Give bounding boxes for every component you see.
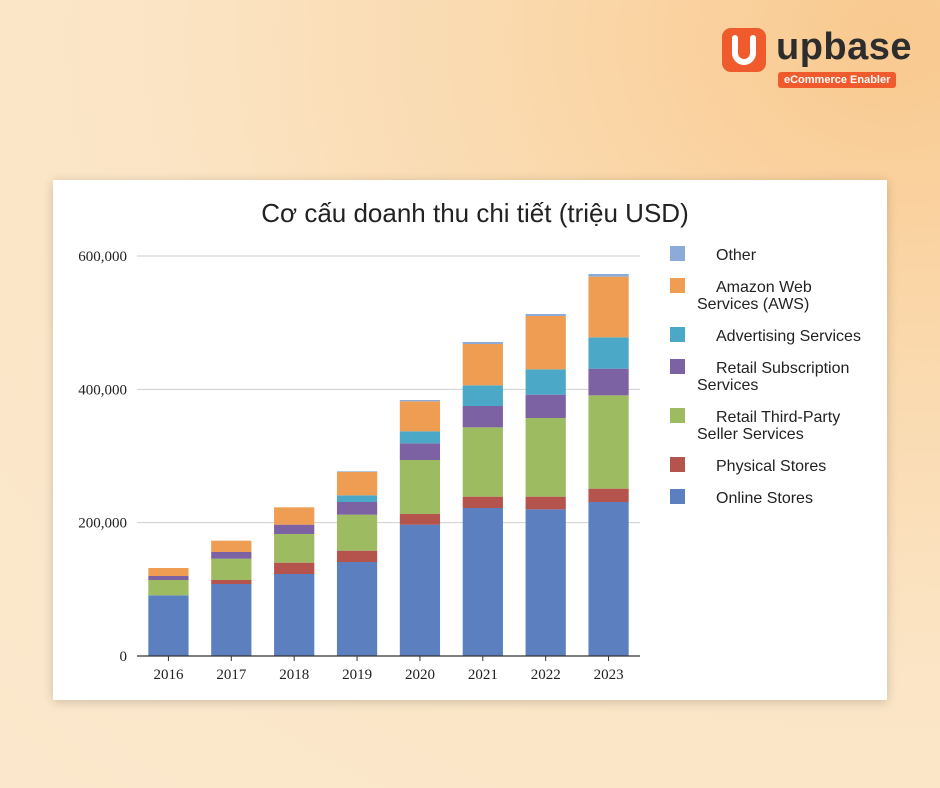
legend-item: Other	[670, 246, 757, 264]
legend-swatch	[670, 457, 685, 472]
legend-label: Physical Stores	[716, 458, 826, 475]
bar-segment	[525, 369, 566, 395]
x-tick-label: 2020	[405, 667, 435, 683]
bar-segment	[148, 576, 189, 580]
legend-swatch	[670, 278, 685, 293]
bar-segment	[462, 342, 503, 344]
bar-segment	[525, 496, 566, 510]
bar-segment	[274, 562, 315, 574]
legend-label: Amazon Web Services (AWS)	[697, 279, 812, 313]
bar-segment	[399, 401, 441, 432]
x-tick-label: 2019	[342, 667, 372, 683]
x-tick-label: 2021	[468, 667, 498, 683]
bar-segment	[211, 580, 252, 584]
legend-item: Amazon Web Services (AWS)	[670, 278, 812, 313]
bar-segment	[148, 568, 189, 576]
y-tick-label: 600,000	[78, 249, 127, 265]
brand-tagline: eCommerce Enabler	[778, 72, 897, 88]
bar-segment	[588, 502, 629, 656]
x-tick-label: 2017	[216, 667, 247, 683]
bar-segment	[148, 580, 189, 596]
bar-segment	[336, 495, 378, 502]
bar-segment	[336, 562, 378, 656]
y-tick-label: 400,000	[78, 382, 127, 398]
bar-segment	[211, 552, 252, 559]
bar-segment	[462, 427, 503, 497]
legend-item: Retail Subscription Services	[670, 359, 849, 394]
bar-segment	[399, 524, 441, 656]
bar-segment	[462, 344, 503, 386]
brand-logo: upbase eCommerce Enabler	[722, 26, 912, 92]
legend-swatch	[670, 327, 685, 342]
bar-segment	[336, 502, 378, 515]
bar-segment	[399, 400, 441, 402]
chart-title: Cơ cấu doanh thu chi tiết (triệu USD)	[261, 198, 688, 228]
legend-label: Other	[716, 247, 757, 264]
legend-item: Advertising Services	[670, 327, 861, 345]
bar-segment	[588, 488, 629, 502]
bar-segment	[274, 507, 315, 525]
bar-segment	[525, 316, 566, 370]
bar-segment	[588, 368, 629, 396]
bar-segment	[211, 584, 252, 656]
bar-segment	[274, 574, 315, 656]
brand-mark-icon	[722, 28, 766, 72]
bar-segment	[336, 550, 378, 562]
legend-label: Retail Subscription Services	[697, 360, 849, 394]
legend-item: Physical Stores	[670, 457, 826, 475]
bar-segment	[525, 509, 566, 656]
bar-segment	[336, 471, 378, 472]
bar-segment	[336, 472, 378, 496]
chart-card: Cơ cấu doanh thu chi tiết (triệu USD) 0 2…	[53, 180, 887, 700]
bar-segment	[588, 274, 629, 277]
bar-segment	[211, 540, 252, 552]
x-tick-label: 2022	[531, 667, 561, 683]
y-tick-label: 0	[120, 649, 128, 665]
bar-segment	[211, 558, 252, 580]
bar-segment	[274, 534, 315, 563]
x-tick-label: 2018	[279, 667, 309, 683]
bar-segment	[336, 514, 378, 551]
legend-label: Retail Third-Party Seller Services	[697, 409, 840, 443]
bar-segment	[399, 460, 441, 514]
bar-segment	[525, 314, 566, 316]
bar-segment	[399, 443, 441, 460]
legend-item: Retail Third-Party Seller Services	[670, 408, 840, 443]
bar-segment	[462, 385, 503, 406]
legend-swatch	[670, 359, 685, 374]
bar-segment	[588, 337, 629, 369]
bar-segment	[525, 394, 566, 418]
revenue-chart: Cơ cấu doanh thu chi tiết (triệu USD) 0 2…	[78, 198, 861, 683]
bar-segment	[148, 595, 189, 656]
bar-segment	[274, 524, 315, 534]
bar-segment	[525, 418, 566, 497]
brand-name: upbase	[776, 26, 913, 68]
legend-label: Advertising Services	[716, 328, 861, 345]
x-tick-label: 2023	[594, 667, 624, 683]
y-tick-label: 200,000	[78, 516, 127, 532]
bar-segment	[588, 395, 629, 489]
bar-segment	[588, 276, 629, 338]
legend-swatch	[670, 408, 685, 423]
legend-swatch	[670, 246, 685, 261]
bar-segment	[399, 514, 441, 525]
bar-segment	[399, 431, 441, 444]
bar-segment	[462, 508, 503, 656]
bar-segment	[462, 406, 503, 428]
legend-swatch	[670, 489, 685, 504]
x-tick-label: 2016	[153, 667, 184, 683]
legend-label: Online Stores	[716, 490, 813, 507]
legend-item: Online Stores	[670, 489, 813, 507]
bar-segment	[462, 496, 503, 508]
